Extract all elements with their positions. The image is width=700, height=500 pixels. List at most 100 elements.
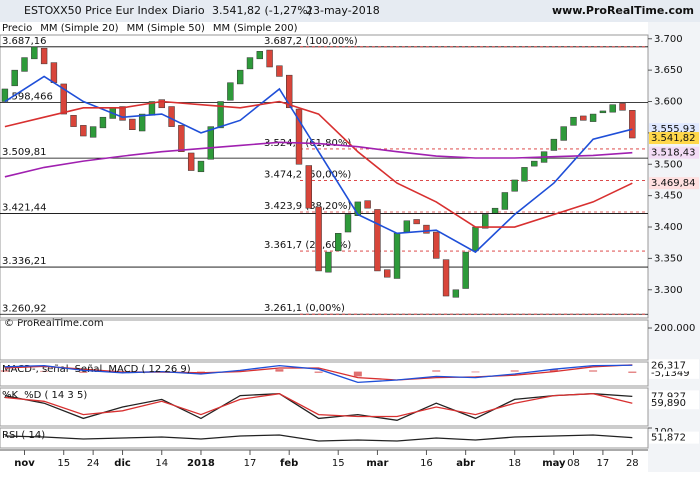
candle-body [207,126,214,160]
level-label: 3.260,92 [2,303,47,314]
histogram-bar [471,371,480,373]
watermark: © ProRealTime.com [4,318,104,329]
x-tick-label: 17 [597,458,610,469]
panel-frame [0,361,649,387]
candle-body [619,103,626,111]
y-tick-label: 3.650 [654,65,683,76]
candle-body [217,101,224,129]
x-tick-label: abr [456,458,475,469]
x-tick-label: 08 [567,458,580,469]
candle-body [256,51,263,60]
x-tick-label: 17 [244,458,257,469]
value-box [649,132,699,145]
x-tick-label: mar [366,458,388,469]
histogram-bar [40,370,49,372]
ma-line [4,100,633,228]
histogram-bar [314,371,323,373]
histogram-bar [79,371,88,373]
level-label: 3.509,81 [2,147,47,158]
candle-body [315,206,322,272]
legend-entry: MACD ( 12 26 9) [108,364,190,375]
histogram-bar [432,370,441,372]
candle-body [168,106,175,127]
indicator-line [4,393,633,418]
legend-entry: MM (Simple 200) [213,23,298,34]
y-tick-label: 3.500 [654,159,683,170]
indicator-line [4,434,633,442]
candle-body [482,214,489,229]
value-label: 3.469,84 [651,178,696,189]
candle-body [403,220,411,233]
value-label: -5,1349 [651,368,690,379]
candle-body [599,110,607,114]
y-tick-label: 200.000 [654,323,695,334]
candle-body [50,62,58,83]
candle-body [40,47,48,65]
candle-body [472,226,479,252]
x-tick-label: 18 [508,458,521,469]
candle-body [462,251,469,289]
period: Diario [172,4,205,17]
candle-body [433,231,440,259]
candle-body [491,207,499,214]
indicator-line [4,364,633,384]
candle-body [80,125,87,137]
value-box [649,146,699,159]
site: www.ProRealTime.com [552,4,694,17]
histogram-bar [0,370,9,372]
candle-body [384,269,391,278]
candle-body [295,108,303,165]
candle-body [580,115,587,121]
ma-line [4,141,633,178]
legend-entry: RSI ( 14) [2,430,45,441]
value-label: 3.518,43 [651,148,696,159]
candle-body [227,82,234,101]
candle-body [511,179,518,192]
candle-body [629,110,636,139]
value-label: 26,317 [651,360,686,371]
value-box [649,177,699,190]
x-tick-label: 24 [87,458,100,469]
candle-body [560,126,567,141]
candle-body [286,74,293,109]
legend-entry: MM (Simple 20) [40,23,118,34]
x-tick-label: 15 [57,458,70,469]
candle-body [246,57,254,70]
x-tick-label: 14 [155,458,168,469]
x-tick-label: nov [14,458,35,469]
histogram-bar [628,371,637,373]
panel-frame [0,34,649,319]
histogram-bar [510,370,519,372]
candle-body [344,214,352,233]
candle-body [335,233,342,252]
level-label: 3.598,466 [2,91,53,102]
panel-frame [0,387,649,427]
header-bar [0,0,700,22]
candle-body [158,99,165,109]
y-tick-label: 3.400 [654,222,683,233]
fib-label: 3.687,2 (100,00%) [264,36,358,47]
candle-body [442,259,450,297]
candle-body [501,192,509,210]
candle-body [393,233,401,279]
candle-body [31,46,38,60]
legend-entry: %K [2,390,19,401]
candle-body [89,126,97,138]
candle-body [570,116,577,126]
candle-body [21,57,28,72]
candle-body [364,200,371,209]
x-tick-label: 28 [626,458,639,469]
x-tick-label: may [542,458,566,469]
x-tick-label: 2018 [187,458,215,469]
candle-body [138,113,146,132]
date: 23-may-2018 [306,4,380,17]
indicator-line [4,393,633,421]
x-tick-label: 15 [332,458,345,469]
candle-body [119,106,126,121]
candle-body [236,69,244,85]
y-tick-label: 3.300 [654,285,683,296]
value-label: 51,872 [651,433,686,444]
y-tick-label: 3.350 [654,253,683,264]
fib-label: 3.361,7 (23,60%) [264,240,351,251]
